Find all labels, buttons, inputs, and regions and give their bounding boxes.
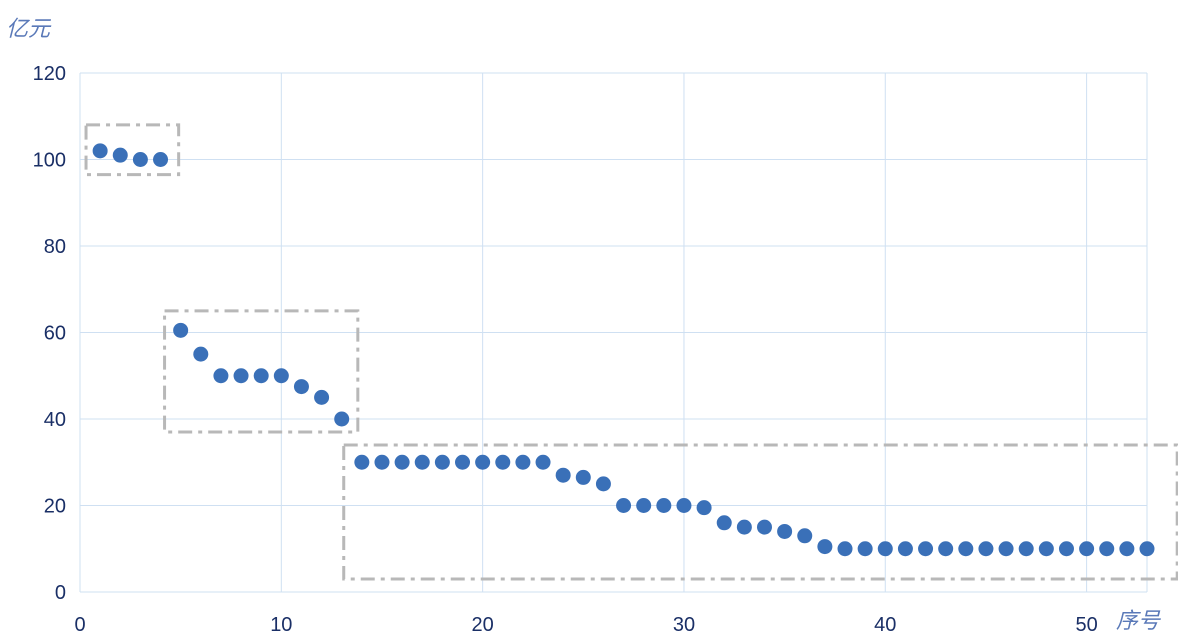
data-point <box>1079 541 1095 557</box>
data-point <box>978 541 994 557</box>
y-tick-label: 100 <box>33 150 66 172</box>
y-tick-label: 20 <box>44 496 66 518</box>
group-boxes <box>84 123 1178 581</box>
data-point <box>394 454 410 470</box>
data-point <box>354 454 370 470</box>
data-point <box>817 539 833 555</box>
data-point <box>273 368 289 384</box>
y-tick-label: 40 <box>44 409 66 431</box>
data-point <box>918 541 934 557</box>
data-point <box>233 368 249 384</box>
data-point <box>897 541 913 557</box>
data-point <box>112 147 128 163</box>
data-point <box>555 467 571 483</box>
group-box <box>163 309 360 434</box>
grid <box>79 72 1148 593</box>
data-point <box>374 454 390 470</box>
data-point <box>575 469 591 485</box>
data-point <box>756 519 772 535</box>
data-point <box>1119 541 1135 557</box>
data-point <box>1058 541 1074 557</box>
data-point <box>736 519 752 535</box>
data-point <box>958 541 974 557</box>
data-point <box>434 454 450 470</box>
data-point <box>857 541 873 557</box>
data-point <box>495 454 511 470</box>
x-tick-label: 50 <box>1075 614 1097 635</box>
data-point <box>636 498 652 513</box>
data-point <box>414 454 430 470</box>
x-axis-title: 序号 <box>1116 609 1161 634</box>
data-point <box>475 454 491 470</box>
data-point <box>455 454 471 470</box>
x-tick-label: 40 <box>874 614 896 635</box>
data-point <box>153 152 169 167</box>
x-tick-label: 20 <box>472 614 494 635</box>
data-point <box>696 500 712 516</box>
y-tick-label: 120 <box>33 63 66 85</box>
data-point <box>656 498 672 513</box>
data-point <box>1099 541 1115 557</box>
group-box <box>342 443 1178 581</box>
data-point <box>938 541 954 557</box>
x-tick-label: 30 <box>673 614 695 635</box>
y-tick-label: 0 <box>55 582 66 604</box>
y-tick-label: 60 <box>44 323 66 345</box>
data-point <box>595 476 611 492</box>
data-point <box>132 152 148 167</box>
data-point <box>777 523 793 539</box>
data-points <box>92 143 1155 557</box>
data-point <box>92 143 108 159</box>
data-point <box>998 541 1014 557</box>
data-point <box>877 541 893 557</box>
data-point <box>1139 541 1155 557</box>
x-tick-label: 0 <box>74 614 85 635</box>
data-point <box>193 346 209 362</box>
data-point <box>1018 541 1034 557</box>
data-point <box>293 379 309 395</box>
data-point <box>837 541 853 557</box>
group-box <box>84 123 181 177</box>
data-point <box>173 322 189 338</box>
x-tick-label: 10 <box>270 614 292 635</box>
data-point <box>1038 541 1054 557</box>
data-point <box>676 498 692 513</box>
data-point <box>253 368 269 384</box>
data-point <box>515 454 531 470</box>
tick-labels: 0 20 40 60 80 100 120 0 10 20 30 40 50 <box>33 63 1098 635</box>
data-point <box>535 454 551 470</box>
data-point <box>314 389 330 405</box>
y-axis-title: 亿元 <box>6 17 52 42</box>
data-point <box>716 515 732 531</box>
y-tick-label: 80 <box>44 236 66 258</box>
data-point <box>616 498 632 513</box>
data-point <box>334 411 350 427</box>
data-point <box>213 368 229 384</box>
data-point <box>797 528 813 544</box>
